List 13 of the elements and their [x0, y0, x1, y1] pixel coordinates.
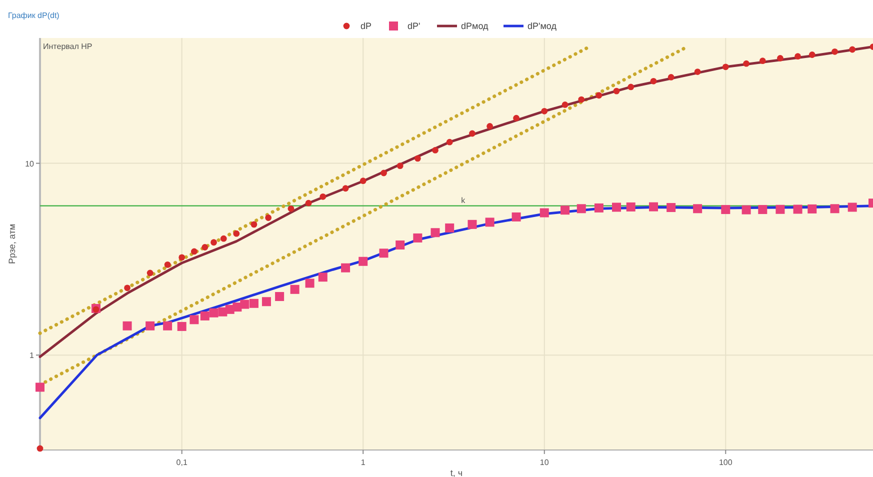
legend-label: dP' — [408, 21, 421, 31]
x-tick-label: 0,1 — [176, 458, 188, 467]
ref-line-label: k — [461, 196, 466, 205]
legend-label: dPмод — [461, 21, 490, 31]
legend-label: dP'мод — [528, 21, 558, 31]
y-axis-title: Ррзе, атм — [7, 224, 17, 264]
annotation: Интервал НР — [43, 42, 92, 51]
x-tick-label: 10 — [540, 458, 550, 467]
x-tick-label: 100 — [718, 458, 733, 467]
chart-title: График dP(dt) — [8, 11, 60, 20]
x-axis-title: t, ч — [450, 468, 463, 477]
legend-label: dP — [360, 21, 372, 31]
x-tick-label: 1 — [360, 458, 366, 467]
